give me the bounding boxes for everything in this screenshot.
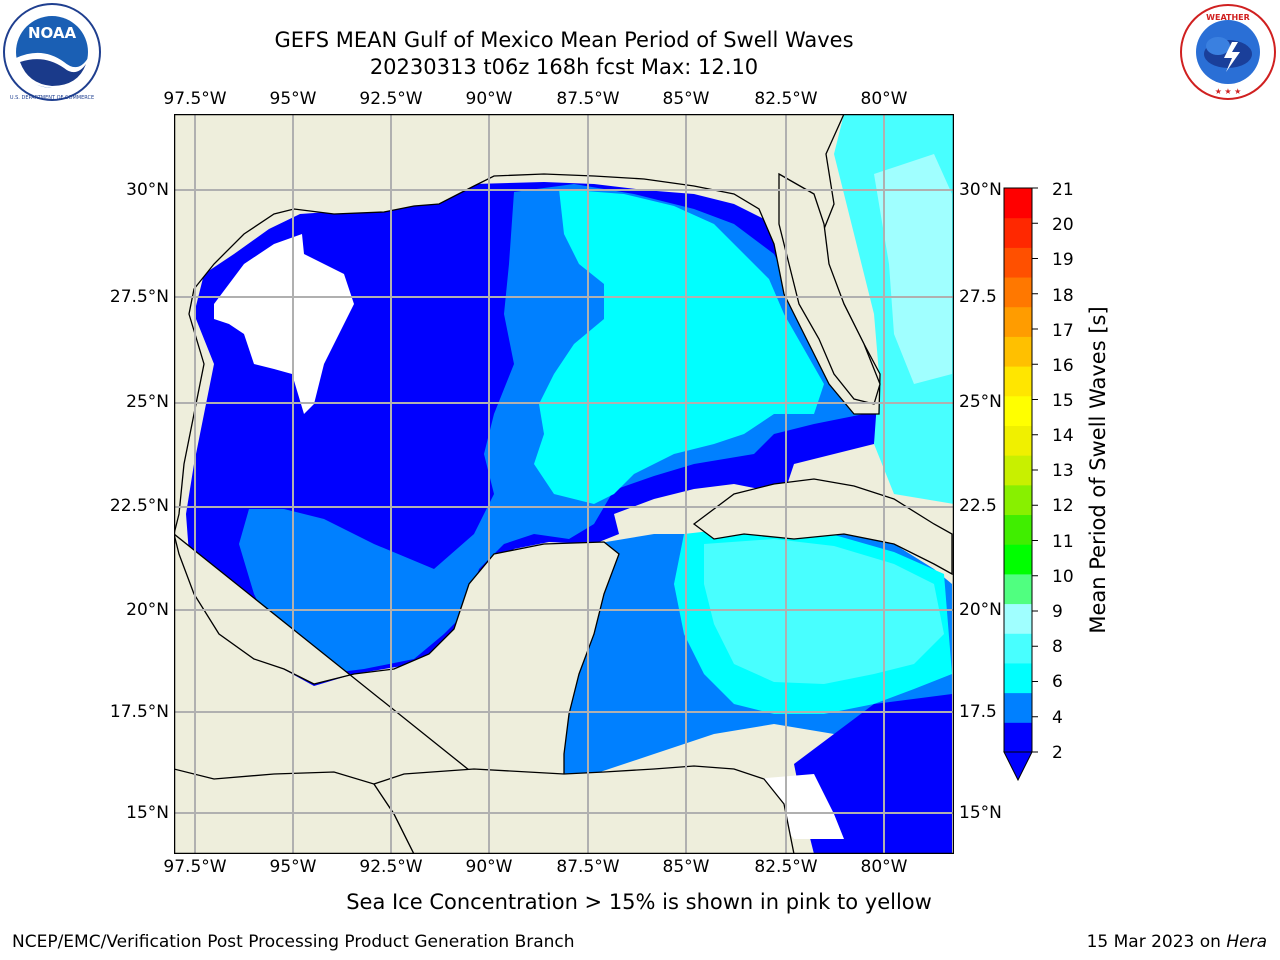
lon-label-top: 95°W [269, 89, 317, 109]
lat-label-right: 25°N [959, 392, 1002, 412]
noaa-logo: NOAA U.S. DEPARTMENT OF COMMERCE [2, 2, 102, 102]
lat-label-left: 17.5°N [109, 702, 169, 722]
colorbar-tick: 17 [1052, 321, 1074, 341]
footer-date-text: 15 Mar 2023 on [1086, 932, 1227, 952]
colorbar-swatch [1004, 425, 1032, 456]
colorbar-swatch [1004, 692, 1032, 723]
lon-label-bottom: 90°W [465, 857, 513, 877]
sea-ice-note: Sea Ice Concentration > 15% is shown in … [346, 890, 932, 914]
colorbar-swatch [1004, 217, 1032, 248]
colorbar-swatch [1004, 722, 1032, 753]
svg-text:WEATHER: WEATHER [1206, 13, 1250, 22]
colorbar-swatch [1004, 603, 1032, 634]
lat-label-right: 15°N [959, 803, 1002, 823]
lat-label-left: 25°N [126, 392, 169, 412]
colorbar-tick: 21 [1052, 180, 1074, 200]
lat-label-left: 22.5°N [109, 496, 169, 516]
colorbar-tick: 9 [1052, 602, 1063, 622]
colorbar-tick: 2 [1052, 743, 1063, 763]
no-data-region-se [754, 774, 844, 839]
lon-label-bottom: 97.5°W [163, 857, 227, 877]
colorbar-swatch [1004, 395, 1032, 426]
colorbar-swatch [1004, 484, 1032, 516]
lon-label-bottom: 92.5°W [359, 857, 423, 877]
lon-label-top: 97.5°W [163, 89, 227, 109]
colorbar-tick: 15 [1052, 391, 1074, 411]
colorbar-swatch [1004, 455, 1032, 486]
lat-label-left: 15°N [126, 803, 169, 823]
lat-label-left: 20°N [126, 600, 169, 620]
svg-text:U.S. DEPARTMENT OF COMMERCE: U.S. DEPARTMENT OF COMMERCE [10, 95, 94, 101]
colorbar-swatch [1004, 633, 1032, 664]
lon-label-bottom: 80°W [860, 857, 908, 877]
chart-subtitle: 20230313 t06z 168h fcst Max: 12.10 [369, 55, 759, 79]
lon-label-bottom: 95°W [269, 857, 317, 877]
colorbar-swatch [1004, 188, 1032, 219]
colorbar-tick: 10 [1052, 567, 1074, 587]
land-cuba [692, 478, 953, 576]
lon-label-bottom: 85°W [662, 857, 710, 877]
colorbar-tick: 6 [1052, 672, 1063, 692]
lon-label-top: 80°W [860, 89, 908, 109]
colorbar-swatches [1003, 187, 1038, 782]
nws-logo: WEATHER ★ ★ ★ [1178, 2, 1278, 102]
lon-label-top: 87.5°W [556, 89, 620, 109]
map-border [173, 113, 955, 855]
colorbar-swatch [1004, 544, 1032, 575]
lat-label-left: 30°N [126, 180, 169, 200]
lon-label-top: 85°W [662, 89, 710, 109]
colorbar-tick: 18 [1052, 286, 1074, 306]
colorbar-swatch [1004, 662, 1032, 694]
colorbar-tick: 8 [1052, 637, 1063, 657]
lat-label-left: 27.5°N [109, 287, 169, 307]
lat-label-right: 30°N [959, 180, 1002, 200]
colorbar-tick: 19 [1052, 250, 1074, 270]
colorbar-tick: 13 [1052, 461, 1074, 481]
colorbar-swatch [1004, 277, 1032, 308]
colorbar-swatch [1004, 336, 1032, 367]
colorbar-tick: 20 [1052, 215, 1074, 235]
lat-lon-grid [174, 114, 954, 854]
no-data-region-nw [214, 234, 354, 414]
lat-label-right: 20°N [959, 600, 1002, 620]
colorbar-tick: 16 [1052, 356, 1074, 376]
lat-label-right: 27.5 [959, 287, 997, 307]
colorbar-swatch [1004, 573, 1032, 605]
colorbar-swatch [1004, 366, 1032, 397]
land-central-america [372, 765, 795, 855]
lat-label-right: 17.5 [959, 702, 997, 722]
svg-text:NOAA: NOAA [28, 24, 77, 42]
map-panel [172, 113, 955, 855]
colorbar-swatch [1004, 247, 1032, 278]
swell-period-map [172, 113, 955, 855]
colorbar-tick: 4 [1052, 708, 1063, 728]
colorbar-label: Mean Period of Swell Waves [s] [1086, 306, 1110, 634]
colorbar-swatch [1004, 514, 1032, 545]
lon-label-bottom: 87.5°W [556, 857, 620, 877]
colorbar-tick: 14 [1052, 426, 1074, 446]
lon-label-top: 92.5°W [359, 89, 423, 109]
colorbar-swatch [1004, 306, 1032, 337]
footer-date: 15 Mar 2023 on Hera [1087, 932, 1267, 952]
lon-label-top: 90°W [465, 89, 513, 109]
footer-credit: NCEP/EMC/Verification Post Processing Pr… [12, 932, 575, 952]
gulf-cyan-region [534, 189, 824, 504]
lon-label-top: 82.5°W [754, 89, 818, 109]
colorbar-tick: 12 [1052, 496, 1074, 516]
chart-title: GEFS MEAN Gulf of Mexico Mean Period of … [274, 28, 854, 52]
colorbar-extend-triangle [1003, 751, 1033, 782]
atlantic-light-region [874, 154, 952, 384]
lon-label-bottom: 82.5°W [754, 857, 818, 877]
colorbar-tick: 11 [1052, 532, 1074, 552]
colorbar [1000, 186, 1044, 786]
svg-text:★ ★ ★: ★ ★ ★ [1215, 87, 1242, 96]
lat-label-right: 22.5 [959, 496, 997, 516]
footer-host: Hera [1226, 932, 1267, 952]
